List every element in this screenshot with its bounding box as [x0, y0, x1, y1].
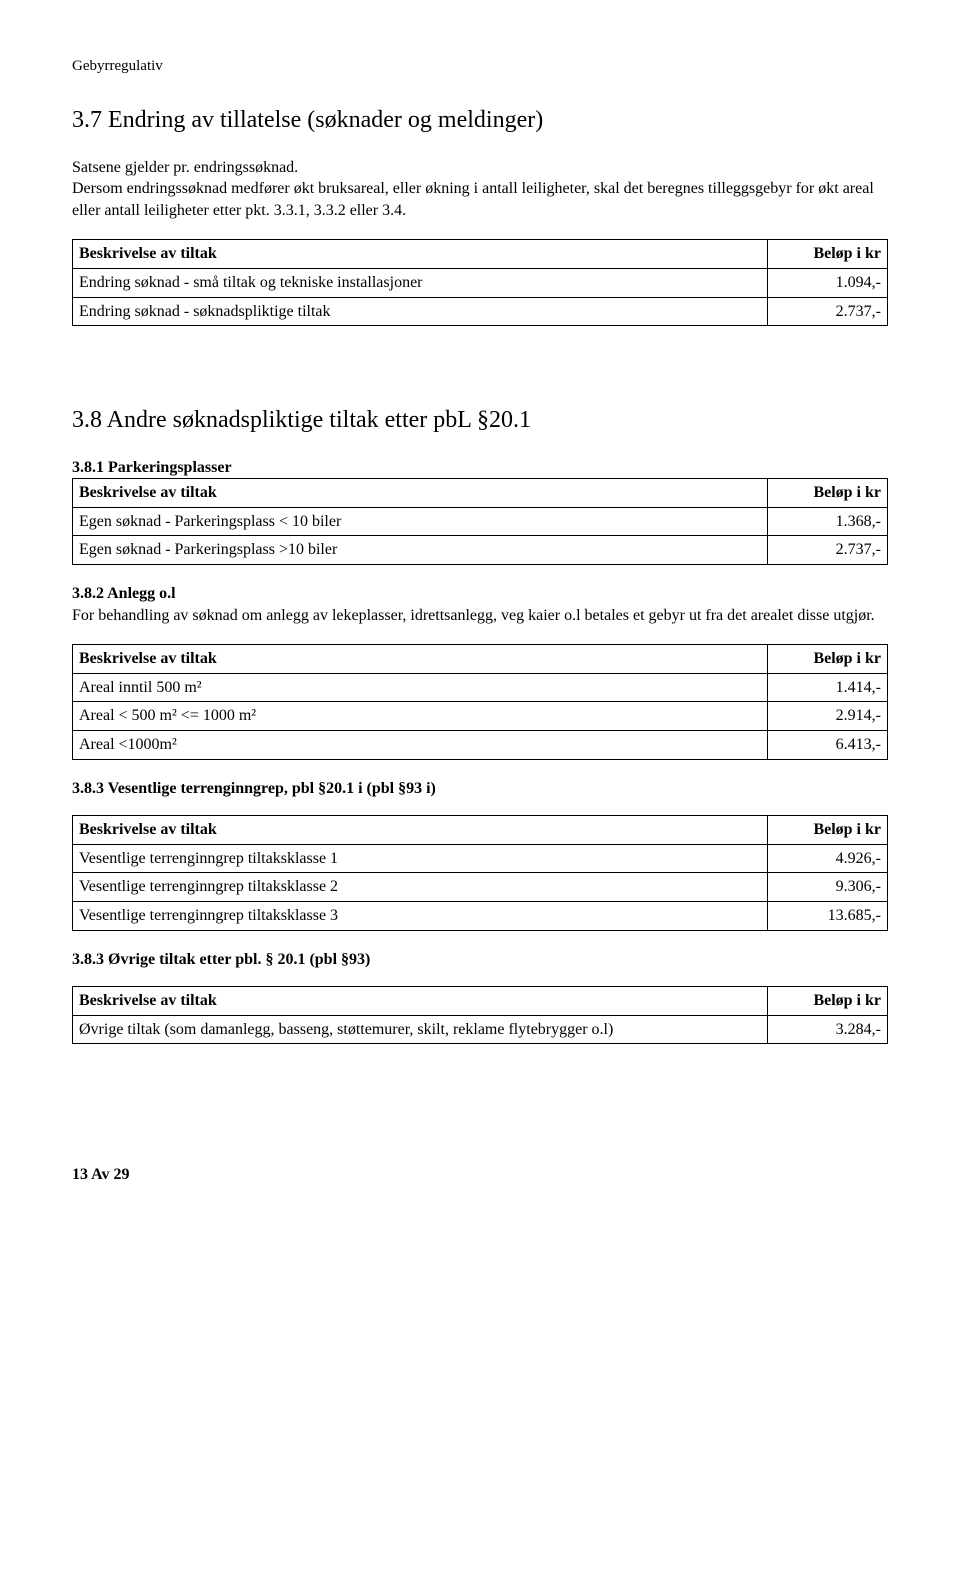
table-header-row: Beskrivelse av tiltak Beløp i kr	[73, 816, 888, 845]
cell-val: 3.284,-	[768, 1015, 888, 1044]
cell-desc: Areal < 500 m² <= 1000 m²	[73, 702, 768, 731]
table-header-row: Beskrivelse av tiltak Beløp i kr	[73, 987, 888, 1016]
table-header-row: Beskrivelse av tiltak Beløp i kr	[73, 479, 888, 508]
cell-desc: Egen søknad - Parkeringsplass >10 biler	[73, 536, 768, 565]
cell-desc: Endring søknad - søknadspliktige tiltak	[73, 297, 768, 326]
cell-val: 9.306,-	[768, 873, 888, 902]
col-header-desc: Beskrivelse av tiltak	[73, 240, 768, 269]
cell-val: 2.737,-	[768, 297, 888, 326]
table-row: Vesentlige terrenginngrep tiltaksklasse …	[73, 901, 888, 930]
table-row: Vesentlige terrenginngrep tiltaksklasse …	[73, 873, 888, 902]
cell-desc: Endring søknad - små tiltak og tekniske …	[73, 269, 768, 298]
col-header-desc: Beskrivelse av tiltak	[73, 479, 768, 508]
section-38-title: 3.8 Andre søknadspliktige tiltak etter p…	[72, 404, 888, 436]
table-37: Beskrivelse av tiltak Beløp i kr Endring…	[72, 239, 888, 326]
cell-desc: Vesentlige terrenginngrep tiltaksklasse …	[73, 844, 768, 873]
heading-381: 3.8.1 Parkeringsplasser	[72, 457, 888, 479]
table-row: Egen søknad - Parkeringsplass < 10 biler…	[73, 507, 888, 536]
table-header-row: Beskrivelse av tiltak Beløp i kr	[73, 645, 888, 674]
cell-desc: Vesentlige terrenginngrep tiltaksklasse …	[73, 901, 768, 930]
table-row: Endring søknad - søknadspliktige tiltak …	[73, 297, 888, 326]
heading-383b: 3.8.3 Øvrige tiltak etter pbl. § 20.1 (p…	[72, 949, 888, 971]
table-row: Areal <1000m² 6.413,-	[73, 730, 888, 759]
table-382: Beskrivelse av tiltak Beløp i kr Areal i…	[72, 644, 888, 759]
para-382: For behandling av søknad om anlegg av le…	[72, 605, 888, 627]
cell-val: 6.413,-	[768, 730, 888, 759]
cell-desc: Areal inntil 500 m²	[73, 673, 768, 702]
table-383b: Beskrivelse av tiltak Beløp i kr Øvrige …	[72, 986, 888, 1044]
section-37-paragraph: Satsene gjelder pr. endringssøknad. Ders…	[72, 157, 888, 222]
cell-val: 2.737,-	[768, 536, 888, 565]
table-row: Øvrige tiltak (som damanlegg, basseng, s…	[73, 1015, 888, 1044]
table-383a: Beskrivelse av tiltak Beløp i kr Vesentl…	[72, 815, 888, 930]
cell-desc: Areal <1000m²	[73, 730, 768, 759]
cell-val: 2.914,-	[768, 702, 888, 731]
heading-382: 3.8.2 Anlegg o.l	[72, 583, 888, 605]
table-header-row: Beskrivelse av tiltak Beløp i kr	[73, 240, 888, 269]
table-row: Egen søknad - Parkeringsplass >10 biler …	[73, 536, 888, 565]
cell-desc: Øvrige tiltak (som damanlegg, basseng, s…	[73, 1015, 768, 1044]
cell-val: 1.094,-	[768, 269, 888, 298]
col-header-desc: Beskrivelse av tiltak	[73, 987, 768, 1016]
table-row: Areal inntil 500 m² 1.414,-	[73, 673, 888, 702]
col-header-desc: Beskrivelse av tiltak	[73, 816, 768, 845]
col-header-val: Beløp i kr	[768, 987, 888, 1016]
table-381: Beskrivelse av tiltak Beløp i kr Egen sø…	[72, 478, 888, 565]
col-header-val: Beløp i kr	[768, 816, 888, 845]
cell-desc: Vesentlige terrenginngrep tiltaksklasse …	[73, 873, 768, 902]
col-header-val: Beløp i kr	[768, 645, 888, 674]
page-footer: 13 Av 29	[72, 1164, 888, 1186]
table-row: Vesentlige terrenginngrep tiltaksklasse …	[73, 844, 888, 873]
col-header-desc: Beskrivelse av tiltak	[73, 645, 768, 674]
col-header-val: Beløp i kr	[768, 479, 888, 508]
table-row: Endring søknad - små tiltak og tekniske …	[73, 269, 888, 298]
cell-val: 4.926,-	[768, 844, 888, 873]
table-row: Areal < 500 m² <= 1000 m² 2.914,-	[73, 702, 888, 731]
section-37-title: 3.7 Endring av tillatelse (søknader og m…	[72, 104, 888, 136]
cell-val: 1.414,-	[768, 673, 888, 702]
col-header-val: Beløp i kr	[768, 240, 888, 269]
page-header: Gebyrregulativ	[72, 56, 888, 76]
heading-383a: 3.8.3 Vesentlige terrenginngrep, pbl §20…	[72, 778, 888, 800]
cell-desc: Egen søknad - Parkeringsplass < 10 biler	[73, 507, 768, 536]
cell-val: 13.685,-	[768, 901, 888, 930]
cell-val: 1.368,-	[768, 507, 888, 536]
